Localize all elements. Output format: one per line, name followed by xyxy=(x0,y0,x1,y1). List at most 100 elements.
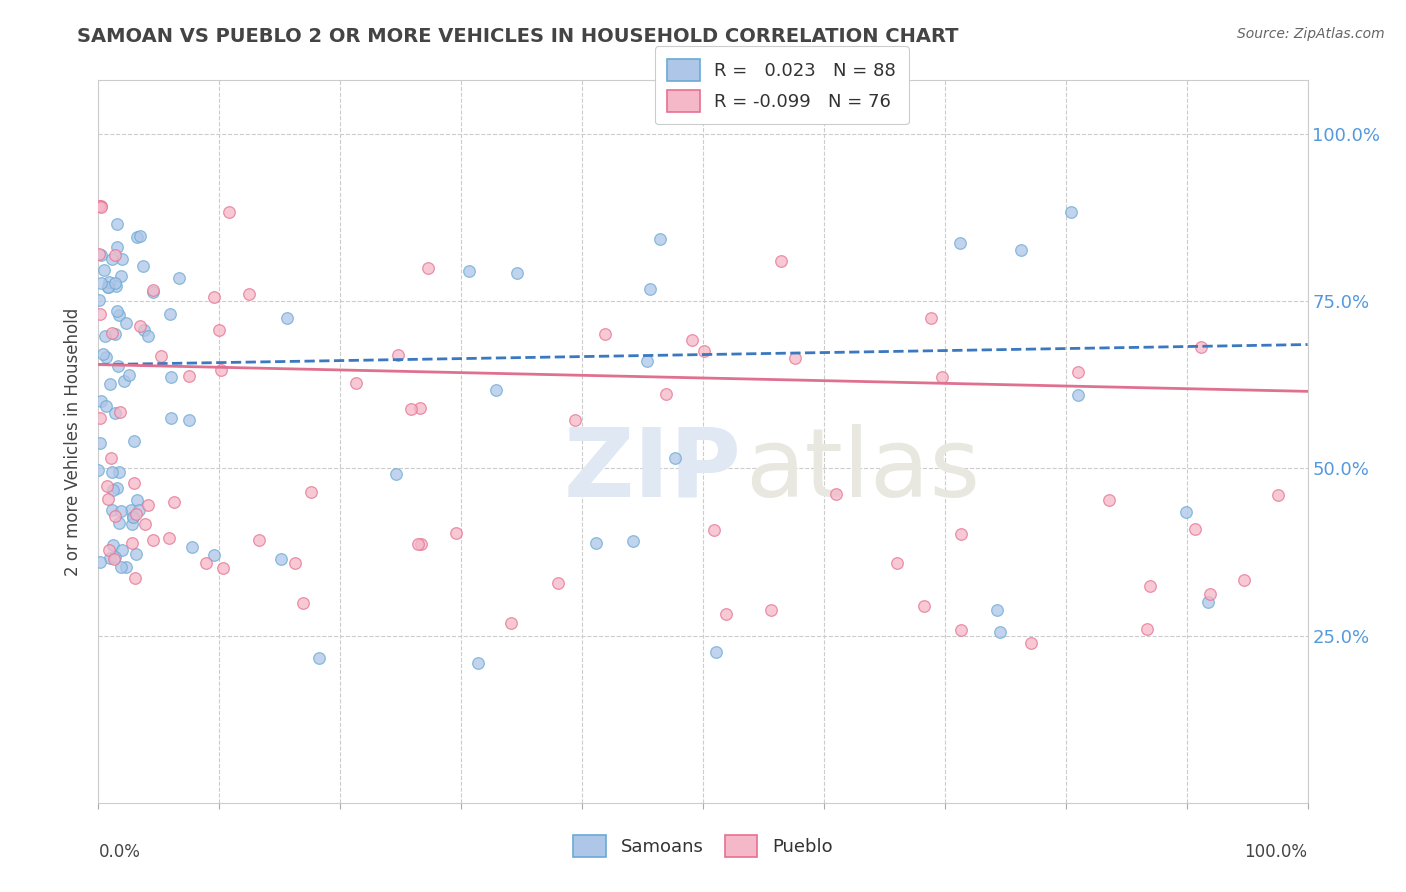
Point xyxy=(98,550,121,565)
Text: 100.0%: 100.0% xyxy=(1244,843,1308,861)
Point xyxy=(411,537,433,551)
Point xyxy=(101,502,124,516)
Point xyxy=(418,261,440,276)
Point xyxy=(87,199,110,213)
Point xyxy=(1067,366,1090,380)
Point xyxy=(703,523,725,537)
Point xyxy=(160,410,183,425)
Text: atlas: atlas xyxy=(745,424,980,517)
Point xyxy=(110,559,132,574)
Point xyxy=(195,557,218,571)
Point xyxy=(1197,595,1219,609)
Point xyxy=(136,498,159,512)
Point xyxy=(128,503,150,517)
Point xyxy=(399,402,422,417)
Point xyxy=(759,603,782,617)
Point xyxy=(97,275,120,289)
Point xyxy=(142,283,165,297)
Point xyxy=(93,263,115,277)
Point xyxy=(96,479,118,493)
Point xyxy=(104,550,127,565)
Point xyxy=(104,248,127,262)
Point xyxy=(107,481,129,495)
Point xyxy=(693,344,716,359)
Text: SAMOAN VS PUEBLO 2 OR MORE VEHICLES IN HOUSEHOLD CORRELATION CHART: SAMOAN VS PUEBLO 2 OR MORE VEHICLES IN H… xyxy=(77,27,959,45)
Point xyxy=(177,369,200,384)
Point xyxy=(115,560,138,574)
Point xyxy=(112,374,135,388)
Point xyxy=(169,271,191,285)
Point xyxy=(94,350,117,364)
Point xyxy=(150,349,173,363)
Point xyxy=(103,509,125,524)
Point xyxy=(90,199,112,213)
Point xyxy=(107,359,129,373)
Point xyxy=(101,483,124,498)
Point xyxy=(124,507,146,521)
Point xyxy=(950,527,973,541)
Point xyxy=(111,543,134,558)
Point xyxy=(90,248,112,262)
Point xyxy=(218,204,240,219)
Point xyxy=(1098,493,1121,508)
Point xyxy=(547,575,569,590)
Point xyxy=(1060,205,1083,219)
Point xyxy=(134,517,156,532)
Point xyxy=(120,502,142,516)
Point xyxy=(1136,622,1159,636)
Point xyxy=(912,599,935,613)
Point xyxy=(1067,388,1090,402)
Point xyxy=(1189,340,1212,354)
Point xyxy=(128,319,150,334)
Point xyxy=(91,347,114,361)
Point xyxy=(920,310,942,325)
Point xyxy=(276,311,298,326)
Point xyxy=(409,401,432,415)
Point xyxy=(89,293,111,307)
Point xyxy=(94,329,117,343)
Point xyxy=(1139,579,1161,593)
Point xyxy=(408,536,430,550)
Point xyxy=(291,596,314,610)
Point xyxy=(97,280,120,294)
Point xyxy=(118,368,141,382)
Point xyxy=(1267,488,1289,502)
Point xyxy=(950,623,973,637)
Point xyxy=(87,463,110,477)
Point xyxy=(159,307,181,321)
Point xyxy=(238,287,260,301)
Point xyxy=(104,278,127,293)
Point xyxy=(125,547,148,561)
Point xyxy=(101,326,124,341)
Point xyxy=(621,533,644,548)
Point xyxy=(104,277,127,291)
Point xyxy=(89,307,111,321)
Point xyxy=(564,413,586,427)
Point xyxy=(129,228,152,243)
Point xyxy=(136,329,159,343)
Point xyxy=(105,240,128,254)
Point xyxy=(783,351,806,365)
Point xyxy=(1233,574,1256,588)
Text: Source: ZipAtlas.com: Source: ZipAtlas.com xyxy=(1237,27,1385,41)
Point xyxy=(110,504,132,518)
Point xyxy=(202,290,225,304)
Point xyxy=(90,394,112,409)
Point xyxy=(97,280,120,294)
Point xyxy=(181,540,204,554)
Point xyxy=(96,399,118,413)
Point xyxy=(650,232,672,246)
Point xyxy=(1175,506,1198,520)
Point xyxy=(87,247,110,261)
Point xyxy=(636,353,658,368)
Point xyxy=(121,517,143,532)
Point xyxy=(103,406,125,420)
Point xyxy=(1198,587,1220,601)
Point xyxy=(931,370,953,384)
Point xyxy=(105,217,128,231)
Point xyxy=(308,651,330,665)
Point xyxy=(127,229,149,244)
Point xyxy=(638,282,661,296)
Point xyxy=(208,323,231,337)
Point xyxy=(124,476,146,491)
